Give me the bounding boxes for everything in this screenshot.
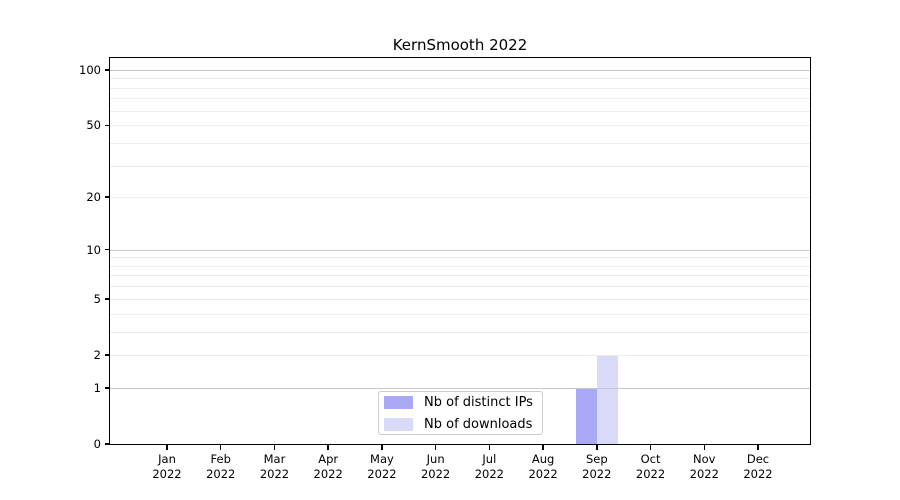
x-tick-year: 2022	[635, 467, 666, 481]
y-tick-label: 100	[79, 62, 101, 77]
legend-row: Nb of downloads	[384, 417, 542, 432]
x-tick-label: Nov 2022	[669, 452, 739, 482]
legend-swatch-downloads	[384, 417, 413, 431]
y-tick-mark	[104, 124, 110, 127]
x-tick-year: 2022	[313, 467, 343, 481]
minor-gridline	[110, 298, 810, 300]
x-tick-month: Nov	[693, 452, 716, 466]
x-tick-year: 2022	[420, 467, 451, 481]
y-tick-label: 0	[93, 437, 101, 451]
legend-label: Nb of downloads	[424, 416, 533, 432]
x-tick-mark	[703, 444, 706, 450]
minor-gridline	[110, 313, 810, 315]
y-tick-label: 2	[93, 347, 101, 362]
x-tick-year: 2022	[528, 467, 558, 481]
x-tick-month: May	[370, 452, 394, 466]
x-tick-label: May 2022	[347, 452, 417, 482]
x-tick-month: Oct	[640, 452, 661, 466]
x-tick-year: 2022	[367, 467, 397, 481]
minor-gridline	[110, 87, 810, 89]
y-tick-label: 20	[86, 190, 101, 205]
y-tick-mark	[104, 69, 110, 71]
x-tick-label: Mar 2022	[239, 452, 309, 482]
y-tick-mark	[104, 354, 110, 356]
minor-gridline	[110, 78, 810, 80]
x-tick-mark	[219, 444, 222, 450]
minor-gridline	[110, 98, 810, 100]
major-gridline	[110, 249, 810, 251]
x-tick-label: Apr 2022	[293, 452, 363, 482]
x-tick-year: 2022	[259, 467, 290, 481]
x-tick-year: 2022	[206, 467, 236, 481]
x-tick-month: Feb	[210, 452, 231, 466]
minor-gridline	[110, 125, 810, 127]
x-tick-year: 2022	[152, 467, 182, 481]
y-tick-mark	[104, 196, 110, 198]
x-tick-label: Sep 2022	[562, 452, 632, 482]
x-tick-label: Oct 2022	[616, 452, 686, 482]
minor-gridline	[110, 331, 810, 333]
minor-gridline	[110, 197, 810, 199]
legend-row: Nb of distinct IPs	[384, 395, 542, 410]
x-tick-month: Dec	[746, 452, 770, 466]
y-tick-label: 1	[93, 380, 101, 395]
minor-gridline	[110, 275, 810, 277]
x-tick-year: 2022	[743, 467, 773, 481]
minor-gridline	[110, 142, 810, 144]
x-tick-label: Aug 2022	[508, 452, 578, 482]
x-tick-mark	[327, 444, 329, 450]
x-tick-mark	[166, 444, 168, 450]
x-tick-mark	[434, 444, 437, 450]
x-tick-mark	[381, 444, 383, 450]
x-tick-mark	[542, 444, 544, 450]
y-tick-mark	[104, 443, 110, 445]
x-tick-month: Sep	[585, 452, 608, 466]
minor-gridline	[110, 354, 810, 356]
x-tick-label: Feb 2022	[186, 452, 256, 482]
x-tick-month: Jul	[482, 452, 497, 466]
minor-gridline	[110, 265, 810, 267]
x-tick-year: 2022	[689, 467, 719, 481]
legend: Nb of distinct IPs Nb of downloads	[378, 391, 543, 435]
x-tick-label: Jun 2022	[401, 452, 471, 482]
bar-distinct-ips	[575, 387, 597, 444]
x-tick-mark	[596, 444, 598, 450]
x-tick-mark	[757, 444, 759, 450]
x-tick-month: Apr	[318, 452, 339, 466]
y-tick-mark	[104, 298, 110, 300]
x-tick-month: Aug	[531, 452, 555, 466]
bar-downloads	[596, 354, 618, 444]
x-tick-month: Jan	[158, 452, 176, 466]
legend-label: Nb of distinct IPs	[424, 394, 533, 410]
x-tick-mark	[649, 444, 652, 450]
x-tick-label: Jul 2022	[454, 452, 524, 482]
x-tick-year: 2022	[582, 467, 612, 481]
y-tick-label: 5	[93, 291, 101, 306]
major-gridline	[110, 387, 810, 389]
major-gridline	[110, 69, 810, 71]
legend-swatch-distinct-ips	[384, 395, 413, 409]
minor-gridline	[110, 110, 810, 112]
x-tick-label: Dec 2022	[723, 452, 793, 482]
y-tick-mark	[104, 248, 110, 251]
minor-gridline	[110, 165, 810, 167]
x-tick-month: Mar	[263, 452, 286, 466]
chart-title: KernSmooth 2022	[392, 36, 528, 54]
x-tick-mark	[273, 444, 276, 450]
x-tick-label: Jan 2022	[132, 452, 202, 482]
y-tick-label: 50	[86, 118, 101, 133]
minor-gridline	[110, 257, 810, 259]
y-tick-mark	[104, 387, 110, 389]
x-tick-year: 2022	[474, 467, 504, 481]
y-tick-label: 10	[86, 242, 101, 257]
minor-gridline	[110, 286, 810, 288]
x-tick-mark	[488, 444, 491, 450]
x-tick-month: Jun	[426, 452, 445, 466]
